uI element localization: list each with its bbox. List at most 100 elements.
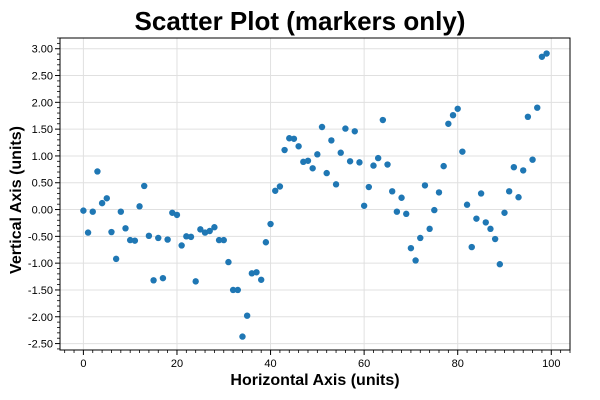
data-point xyxy=(267,220,274,228)
plot-area-frame xyxy=(59,37,571,351)
chart-title: Scatter Plot (markers only) xyxy=(134,6,466,36)
x-tick-label: 60 xyxy=(358,358,370,370)
data-point xyxy=(155,234,162,242)
y-tick-label: 0.50 xyxy=(32,178,53,190)
data-point xyxy=(463,201,471,208)
data-point xyxy=(112,255,120,263)
data-point xyxy=(98,199,106,207)
data-point xyxy=(505,188,513,195)
data-point xyxy=(417,234,424,242)
data-point xyxy=(440,162,447,170)
data-point xyxy=(178,242,185,249)
data-point xyxy=(262,239,270,246)
data-point xyxy=(482,219,489,226)
data-point xyxy=(150,277,157,284)
data-point xyxy=(94,168,101,175)
data-point xyxy=(435,189,443,196)
data-point xyxy=(243,312,251,319)
data-point xyxy=(426,225,433,233)
y-axis-label: Vertical Axis (units) xyxy=(8,126,25,274)
data-point xyxy=(145,232,153,240)
data-point xyxy=(346,158,354,165)
data-point xyxy=(431,206,438,214)
data-point xyxy=(173,211,181,219)
data-point xyxy=(398,194,405,201)
data-point xyxy=(351,128,358,135)
data-point xyxy=(131,237,139,244)
y-tick-label: -1.50 xyxy=(28,285,53,297)
data-point xyxy=(183,233,190,240)
data-point xyxy=(534,104,541,111)
data-point xyxy=(286,135,293,142)
data-point xyxy=(220,236,227,244)
data-point xyxy=(122,225,129,232)
data-point xyxy=(412,257,419,264)
data-point xyxy=(360,202,368,209)
data-point xyxy=(538,53,546,60)
data-point xyxy=(229,286,237,294)
data-point xyxy=(520,167,527,174)
data-point xyxy=(449,111,457,119)
data-point xyxy=(117,208,125,215)
data-point xyxy=(215,236,223,244)
data-point xyxy=(524,113,532,121)
data-point xyxy=(454,105,461,112)
y-tick-label: 2.50 xyxy=(32,71,53,83)
data-point xyxy=(342,125,349,132)
data-point xyxy=(318,123,326,131)
data-point xyxy=(211,224,218,231)
data-point xyxy=(496,261,504,268)
data-point xyxy=(473,215,480,222)
y-tick-label: -2.00 xyxy=(28,312,53,324)
data-point xyxy=(510,163,518,171)
data-point xyxy=(159,274,167,282)
data-point xyxy=(239,333,246,340)
y-tick-label: 1.00 xyxy=(32,151,53,163)
data-point xyxy=(225,258,232,266)
y-tick-label: 1.50 xyxy=(32,124,53,136)
data-point xyxy=(281,146,288,154)
data-point xyxy=(84,229,92,236)
x-tick-label: 20 xyxy=(171,358,183,370)
x-tick-label: 40 xyxy=(264,358,276,370)
data-point xyxy=(543,50,550,57)
data-point xyxy=(126,236,134,244)
data-point xyxy=(365,183,373,191)
data-point xyxy=(421,182,429,189)
data-point xyxy=(379,116,387,124)
data-point xyxy=(192,278,199,285)
y-tick-label: -1.00 xyxy=(28,258,53,270)
data-point xyxy=(103,195,110,202)
x-tick-label: 100 xyxy=(542,358,560,370)
data-point xyxy=(529,156,536,163)
data-point xyxy=(374,154,382,162)
y-tick-label: 2.00 xyxy=(32,97,53,109)
x-axis-label: Horizontal Axis (units) xyxy=(230,372,400,389)
data-point xyxy=(389,188,396,195)
y-tick-label: -0.50 xyxy=(28,231,53,243)
data-point xyxy=(393,208,401,215)
data-point xyxy=(384,161,391,168)
data-point xyxy=(459,148,466,155)
data-point xyxy=(314,151,321,158)
data-point xyxy=(332,181,340,188)
data-point xyxy=(80,207,87,214)
data-point xyxy=(108,228,115,236)
data-point xyxy=(234,286,241,294)
data-point xyxy=(272,187,279,194)
data-point xyxy=(187,233,195,241)
data-point xyxy=(197,226,204,233)
data-point xyxy=(295,143,302,150)
data-point xyxy=(309,165,316,172)
data-point xyxy=(164,236,171,243)
data-point xyxy=(515,194,522,201)
data-point xyxy=(206,227,213,235)
y-tick-label: 0.00 xyxy=(32,205,53,217)
data-point xyxy=(276,183,284,190)
data-point xyxy=(136,203,143,210)
y-tick-label: -2.50 xyxy=(28,339,53,351)
data-point xyxy=(257,276,265,283)
data-point xyxy=(253,269,260,276)
